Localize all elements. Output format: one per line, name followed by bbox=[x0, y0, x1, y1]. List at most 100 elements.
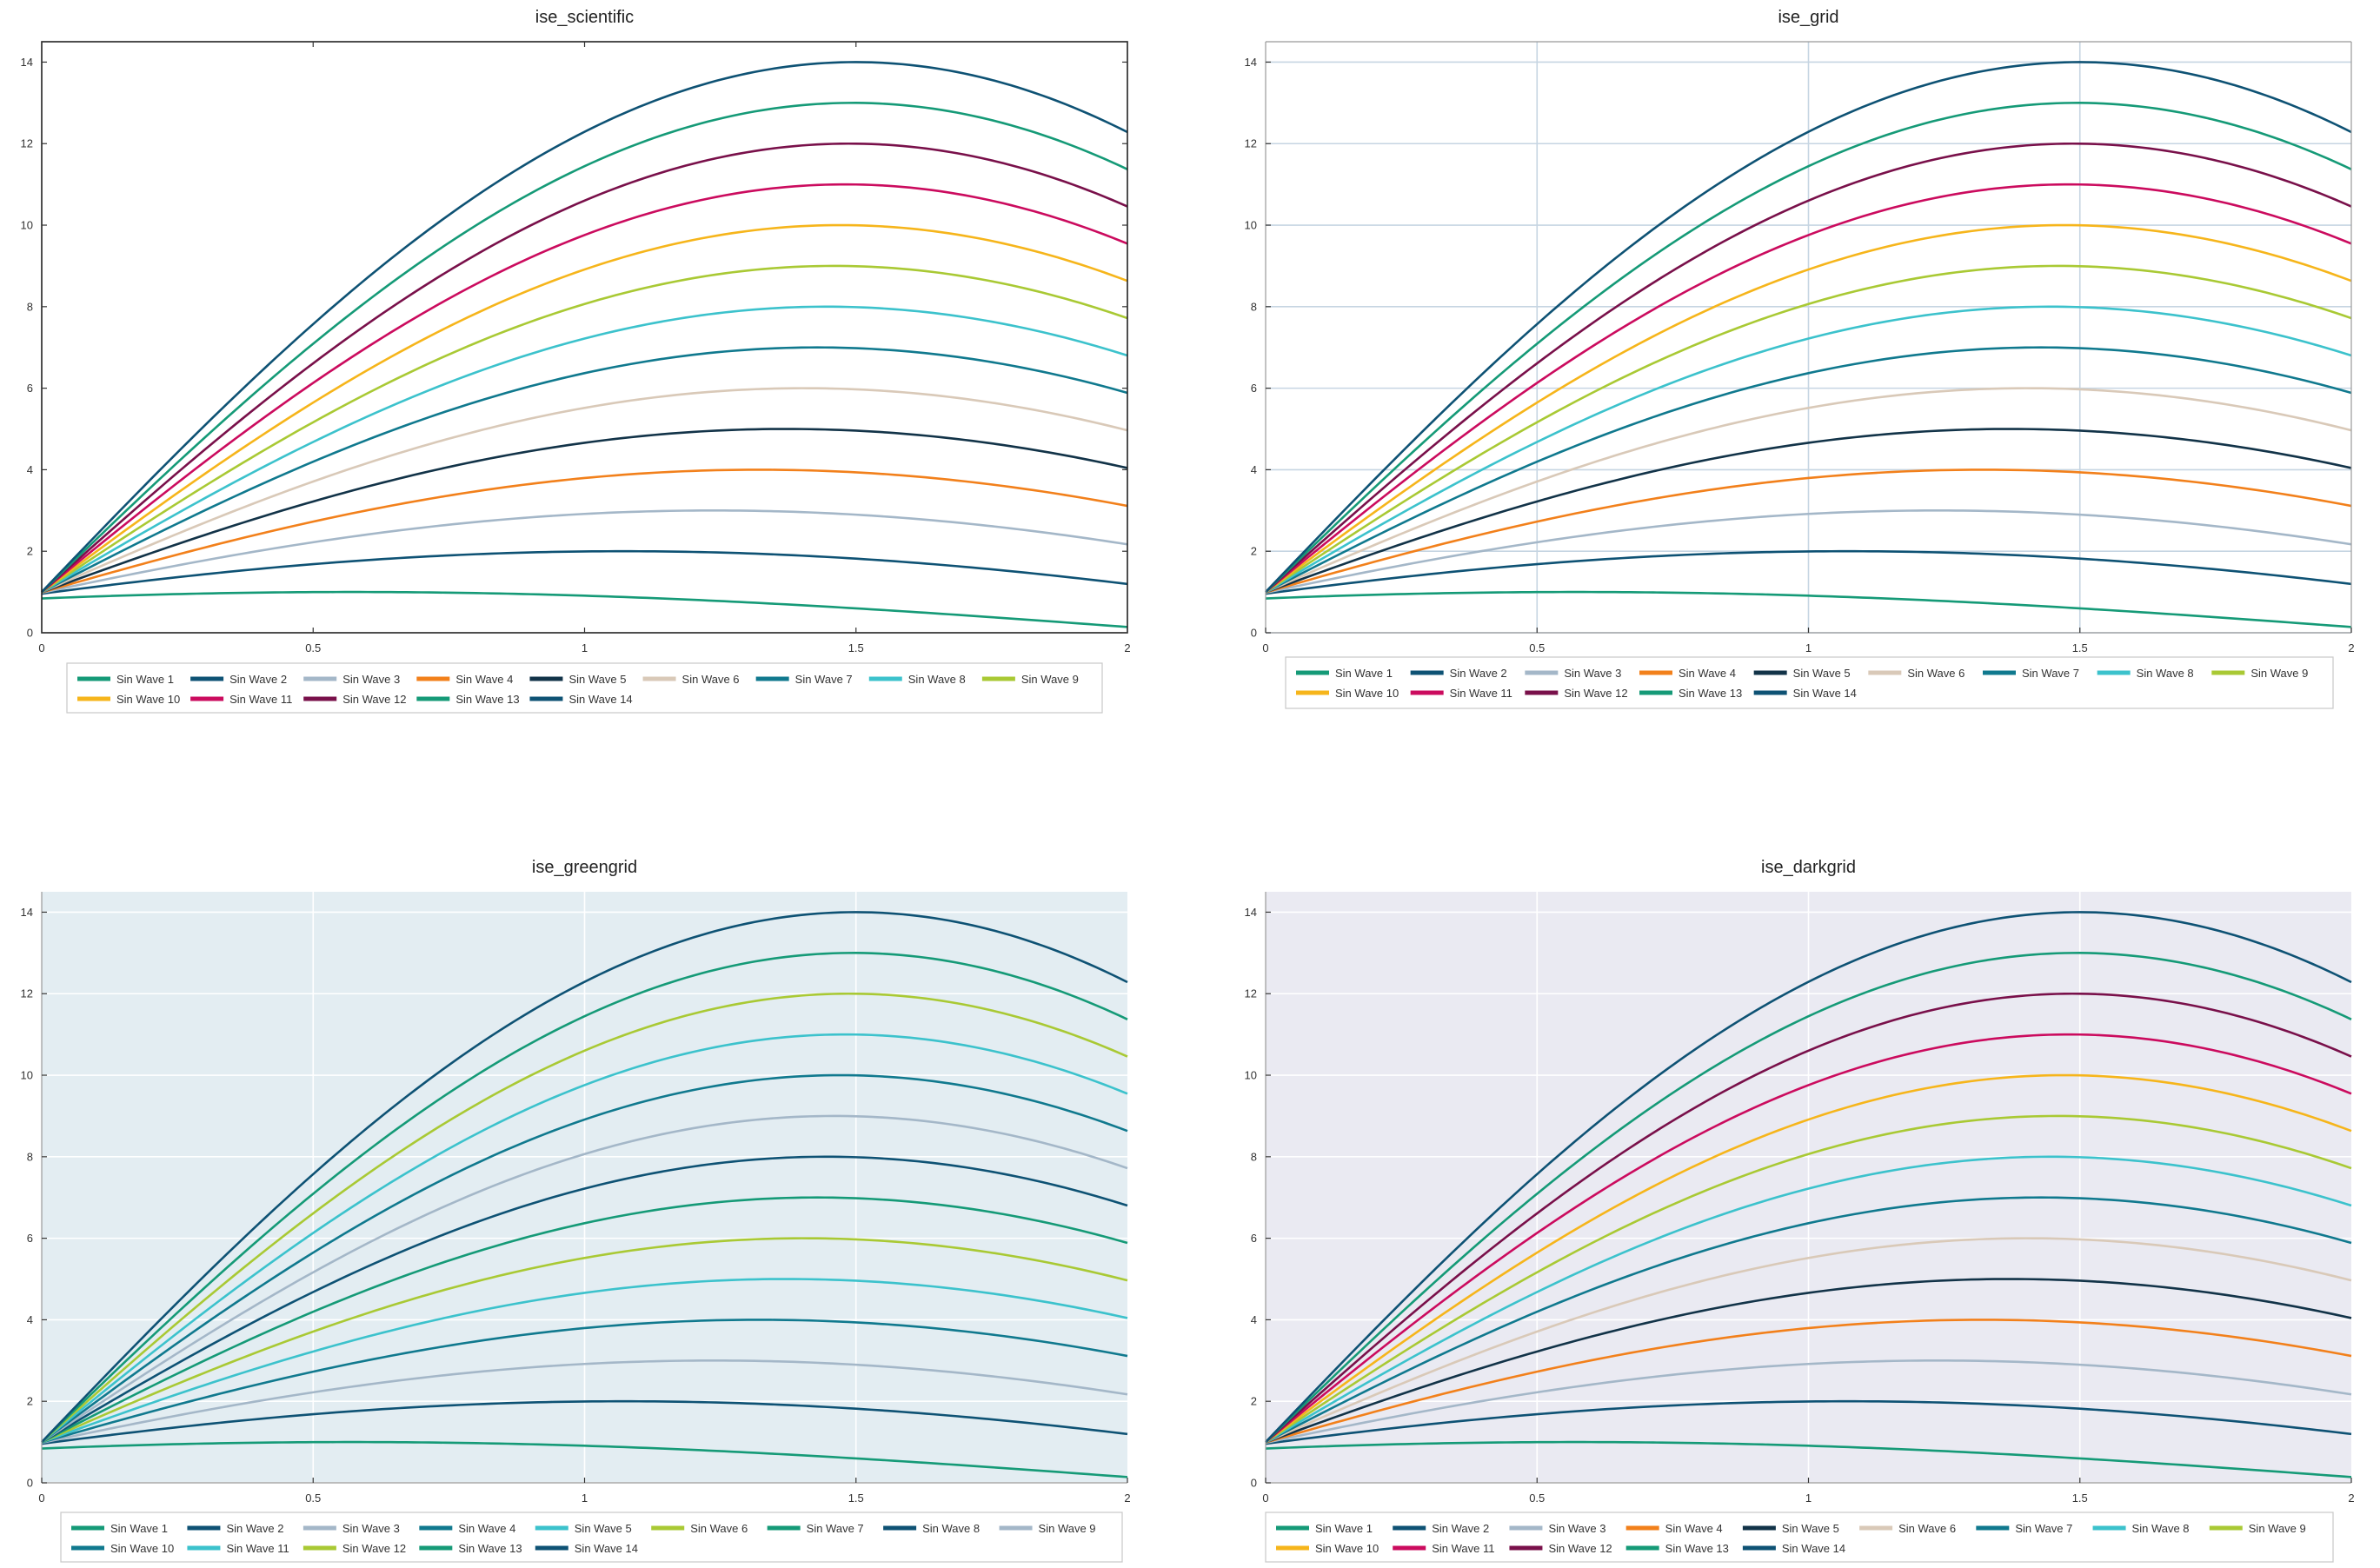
legend-label-5[interactable]: Sin Wave 5 bbox=[1782, 1522, 1839, 1535]
series-line-12 bbox=[1265, 142, 2352, 594]
legend-label-7[interactable]: Sin Wave 7 bbox=[807, 1522, 864, 1535]
legend-label-4[interactable]: Sin Wave 4 bbox=[1665, 1522, 1723, 1535]
x-tick-label: 0.5 bbox=[305, 1492, 321, 1505]
x-tick-label: 0.5 bbox=[305, 641, 321, 654]
legend-label-14[interactable]: Sin Wave 14 bbox=[575, 1542, 638, 1555]
legend-label-6[interactable]: Sin Wave 6 bbox=[1907, 667, 1964, 680]
legend-label-14[interactable]: Sin Wave 14 bbox=[568, 693, 632, 706]
y-tick-label: 4 bbox=[1251, 463, 1257, 476]
x-tick-label: 1.5 bbox=[848, 641, 864, 654]
legend-label-8[interactable]: Sin Wave 8 bbox=[2137, 667, 2194, 680]
series-line-3 bbox=[1265, 509, 2352, 595]
legend-box bbox=[1285, 656, 2334, 709]
legend-label-2[interactable]: Sin Wave 2 bbox=[229, 673, 287, 686]
legend-label-3[interactable]: Sin Wave 3 bbox=[342, 1522, 400, 1535]
series-line-4 bbox=[1265, 1319, 2352, 1444]
legend-label-12[interactable]: Sin Wave 12 bbox=[1548, 1542, 1612, 1555]
legend-box bbox=[1265, 1512, 2334, 1563]
legend-label-4[interactable]: Sin Wave 4 bbox=[455, 673, 513, 686]
legend-label-5[interactable]: Sin Wave 5 bbox=[1793, 667, 1851, 680]
legend-label-6[interactable]: Sin Wave 6 bbox=[682, 673, 740, 686]
legend-label-13[interactable]: Sin Wave 13 bbox=[458, 1542, 522, 1555]
series-line-1 bbox=[41, 1440, 1128, 1478]
legend-label-4[interactable]: Sin Wave 4 bbox=[1679, 667, 1736, 680]
series-line-12 bbox=[41, 992, 1128, 1444]
legend-label-1[interactable]: Sin Wave 1 bbox=[110, 1522, 168, 1535]
y-tick-label: 8 bbox=[1251, 300, 1257, 313]
x-tick-label: 1.5 bbox=[2072, 641, 2088, 654]
legend-label-14[interactable]: Sin Wave 14 bbox=[1782, 1542, 1845, 1555]
legend-label-8[interactable]: Sin Wave 8 bbox=[922, 1522, 980, 1535]
y-tick-label: 6 bbox=[1251, 382, 1257, 395]
legend-label-13[interactable]: Sin Wave 13 bbox=[455, 693, 519, 706]
series-line-10 bbox=[41, 1073, 1128, 1444]
y-tick-label: 0 bbox=[1251, 1477, 1257, 1490]
legend-label-10[interactable]: Sin Wave 10 bbox=[116, 693, 180, 706]
legend-label-9[interactable]: Sin Wave 9 bbox=[1039, 1522, 1096, 1535]
legend-label-9[interactable]: Sin Wave 9 bbox=[2249, 1522, 2306, 1535]
chart-title: ise_grid bbox=[1778, 8, 1838, 27]
series-line-5 bbox=[1265, 1278, 2352, 1444]
y-tick-label: 10 bbox=[1245, 1069, 1257, 1082]
x-tick-label: 2 bbox=[2348, 641, 2354, 654]
legend-label-11[interactable]: Sin Wave 11 bbox=[1450, 687, 1512, 700]
y-tick-label: 4 bbox=[27, 1313, 33, 1326]
legend-label-10[interactable]: Sin Wave 10 bbox=[110, 1542, 174, 1555]
legend-label-5[interactable]: Sin Wave 5 bbox=[575, 1522, 632, 1535]
series-line-1 bbox=[1265, 1440, 2352, 1478]
y-tick-label: 2 bbox=[27, 1395, 33, 1408]
legend-label-10[interactable]: Sin Wave 10 bbox=[1335, 687, 1399, 700]
legend-label-7[interactable]: Sin Wave 7 bbox=[2015, 1522, 2072, 1535]
x-tick-label: 1 bbox=[582, 641, 588, 654]
series-line-2 bbox=[41, 1399, 1128, 1445]
legend-label-4[interactable]: Sin Wave 4 bbox=[458, 1522, 515, 1535]
legend-label-5[interactable]: Sin Wave 5 bbox=[568, 673, 626, 686]
legend-label-12[interactable]: Sin Wave 12 bbox=[342, 693, 406, 706]
legend-label-8[interactable]: Sin Wave 8 bbox=[908, 673, 966, 686]
legend-label-11[interactable]: Sin Wave 11 bbox=[229, 693, 292, 706]
series-line-4 bbox=[41, 1319, 1128, 1444]
series-line-2 bbox=[1265, 1399, 2352, 1445]
legend-label-6[interactable]: Sin Wave 6 bbox=[690, 1522, 748, 1535]
chart-panel-ise_darkgrid: ise_darkgrid 0 0.5 1 1.5 2 0 2 4 6 8 10 12 14 Sin Wave… bbox=[1245, 858, 2355, 1563]
legend-label-7[interactable]: Sin Wave 7 bbox=[795, 673, 853, 686]
y-tick-label: 12 bbox=[21, 137, 33, 150]
y-tick-label: 12 bbox=[21, 987, 33, 1000]
y-tick-label: 12 bbox=[1245, 987, 1257, 1000]
legend-label-3[interactable]: Sin Wave 3 bbox=[1548, 1522, 1606, 1535]
legend-label-1[interactable]: Sin Wave 1 bbox=[116, 673, 174, 686]
series-line-4 bbox=[1265, 468, 2352, 594]
series-line-8 bbox=[41, 1155, 1128, 1444]
series-line-5 bbox=[41, 428, 1128, 594]
legend-label-3[interactable]: Sin Wave 3 bbox=[342, 673, 400, 686]
legend-label-1[interactable]: Sin Wave 1 bbox=[1335, 667, 1393, 680]
legend-label-12[interactable]: Sin Wave 12 bbox=[342, 1542, 406, 1555]
series-line-9 bbox=[1265, 264, 2352, 594]
legend-label-9[interactable]: Sin Wave 9 bbox=[1021, 673, 1079, 686]
series-line-9 bbox=[1265, 1114, 2352, 1444]
legend-label-12[interactable]: Sin Wave 12 bbox=[1564, 687, 1627, 700]
x-tick-label: 2 bbox=[1124, 641, 1130, 654]
legend-label-2[interactable]: Sin Wave 2 bbox=[1432, 1522, 1489, 1535]
legend-label-11[interactable]: Sin Wave 11 bbox=[1432, 1542, 1494, 1555]
legend-label-2[interactable]: Sin Wave 2 bbox=[1450, 667, 1507, 680]
series-line-12 bbox=[41, 142, 1128, 594]
legend-label-8[interactable]: Sin Wave 8 bbox=[2132, 1522, 2190, 1535]
x-tick-label: 1 bbox=[582, 1492, 588, 1505]
legend-label-2[interactable]: Sin Wave 2 bbox=[226, 1522, 283, 1535]
chart-title: ise_darkgrid bbox=[1761, 858, 1856, 877]
legend-label-11[interactable]: Sin Wave 11 bbox=[226, 1542, 289, 1555]
legend-label-13[interactable]: Sin Wave 13 bbox=[1665, 1542, 1729, 1555]
series-line-5 bbox=[41, 1278, 1128, 1444]
legend-label-14[interactable]: Sin Wave 14 bbox=[1793, 687, 1857, 700]
x-tick-label: 1.5 bbox=[2072, 1492, 2088, 1505]
legend-label-3[interactable]: Sin Wave 3 bbox=[1564, 667, 1621, 680]
legend-label-6[interactable]: Sin Wave 6 bbox=[1898, 1522, 1956, 1535]
y-tick-label: 14 bbox=[21, 906, 33, 919]
legend-label-1[interactable]: Sin Wave 1 bbox=[1315, 1522, 1373, 1535]
legend-label-9[interactable]: Sin Wave 9 bbox=[2250, 667, 2308, 680]
legend-label-13[interactable]: Sin Wave 13 bbox=[1679, 687, 1742, 700]
legend-label-10[interactable]: Sin Wave 10 bbox=[1315, 1542, 1379, 1555]
series-line-13 bbox=[41, 952, 1128, 1444]
legend-label-7[interactable]: Sin Wave 7 bbox=[2022, 667, 2079, 680]
